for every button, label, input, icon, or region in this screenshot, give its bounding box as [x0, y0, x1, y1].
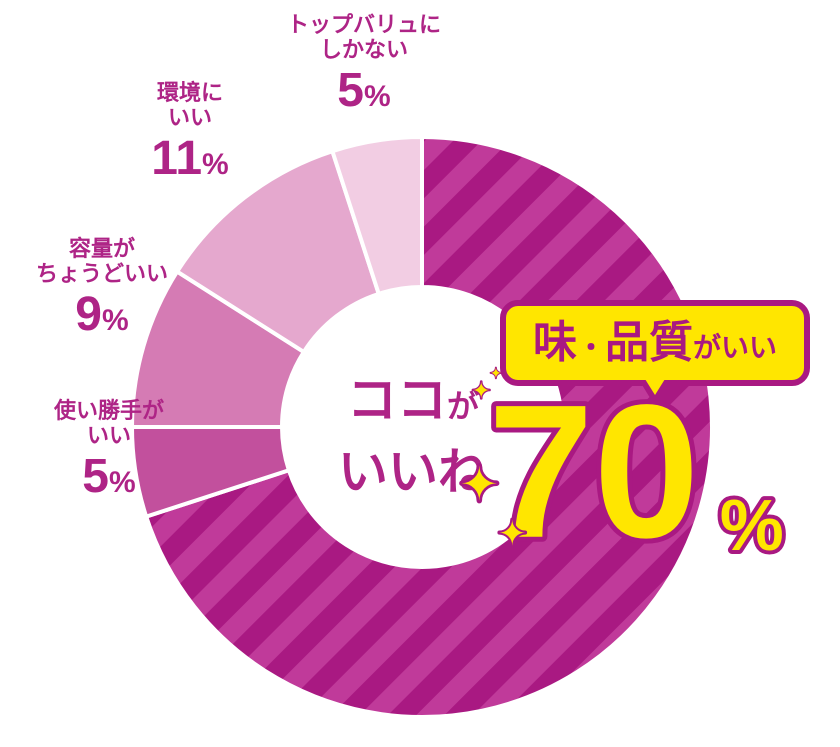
label-value: 5 [337, 63, 364, 118]
label-line1: 使い勝手が [14, 398, 204, 423]
big-value: 70 % [488, 400, 840, 620]
label-value: 5 [82, 449, 109, 504]
bubble-dot: ・ [577, 332, 605, 363]
label-line2: ちょうどいい [12, 261, 192, 286]
bubble-strong1: 味 [533, 318, 577, 367]
label-line1: 容量が [12, 236, 192, 261]
label-only-topvalu: トップバリュに しかない 5% [264, 12, 464, 118]
label-pct: % [102, 304, 129, 339]
label-pct: % [109, 466, 136, 501]
label-volume: 容量が ちょうどいい 9% [12, 236, 192, 342]
center-line2-big: いいね [338, 444, 488, 500]
label-line2: しかない [264, 37, 464, 62]
label-value: 11 [151, 131, 202, 186]
bubble-strong2: 品質 [605, 318, 693, 367]
label-line2: いい [14, 423, 204, 448]
label-line1: 環境に [110, 80, 270, 105]
label-environment: 環境に いい 11% [110, 80, 270, 186]
big-value-num: 70 [488, 366, 699, 578]
label-pct: % [364, 80, 391, 115]
chart-stage: { "chart": { "type": "donut", "width": 8… [0, 0, 840, 747]
label-pct: % [202, 148, 229, 183]
label-line2: いい [110, 105, 270, 130]
center-line1-small: が [447, 388, 479, 424]
label-line1: トップバリュに [264, 12, 464, 37]
label-value: 9 [75, 287, 102, 342]
center-line1-big: ココ [347, 372, 447, 428]
big-value-pct: % [720, 486, 784, 566]
label-usability: 使い勝手が いい 5% [14, 398, 204, 504]
bubble-small: がいい [693, 332, 777, 363]
